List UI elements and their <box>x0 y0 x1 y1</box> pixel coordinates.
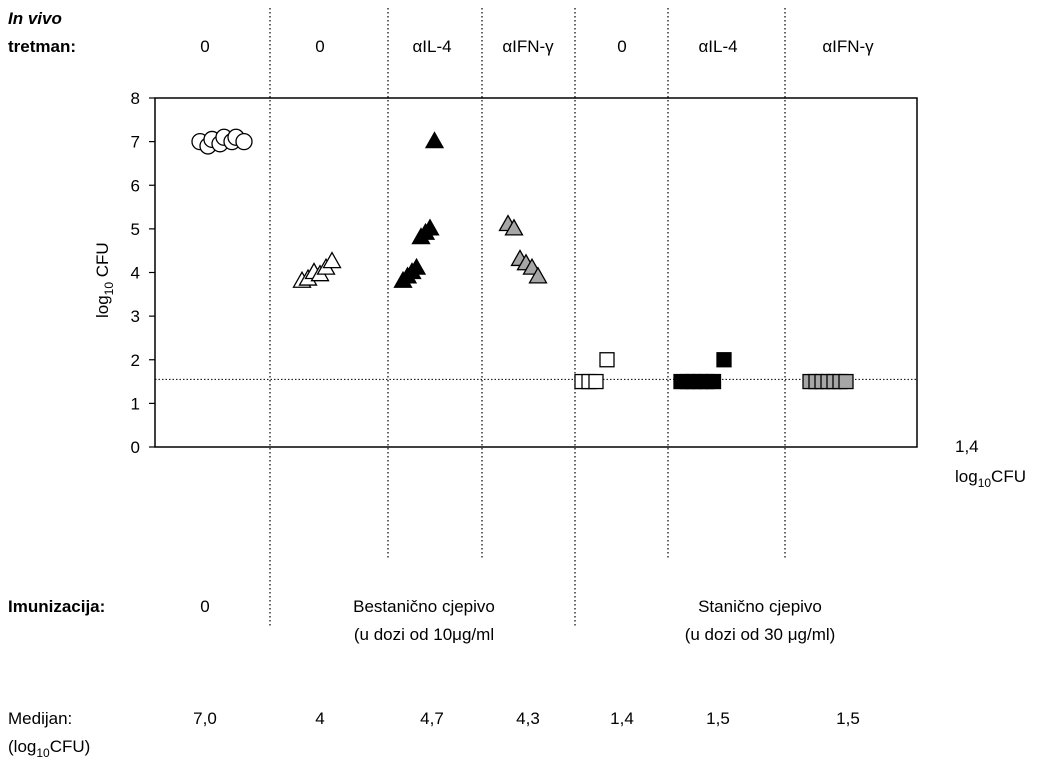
group-separators <box>269 8 786 628</box>
treatment-label: 0 <box>315 37 324 56</box>
median-value: 4 <box>315 709 324 728</box>
median-value: 1,5 <box>706 709 730 728</box>
data-markers <box>191 128 854 390</box>
treatment-header-line1: In vivo <box>8 9 62 28</box>
data-point-circle <box>235 132 253 151</box>
median-value: 4,7 <box>420 709 444 728</box>
treatment-labels: 0 0 αIL-4 αIFN-γ 0 αIL-4 αIFN-γ <box>200 37 874 56</box>
immunization-group-dose: (u dozi od 30 μg/ml) <box>685 625 836 644</box>
y-axis-title: log10 CFU <box>93 242 116 318</box>
detection-limit-label-value: 1,4 <box>955 437 979 456</box>
immunization-labels: 0 Bestanično cjepivo (u dozi od 10μg/ml Sta… <box>200 597 835 644</box>
y-tick-label: 6 <box>131 176 140 195</box>
treatment-label: 0 <box>617 37 626 56</box>
immunization-group-dose: (u dozi od 10μg/ml <box>354 625 494 644</box>
immunization-header: Imunizacija: <box>8 597 105 616</box>
y-tick-label: 4 <box>131 264 140 283</box>
immunization-group-label: 0 <box>200 597 209 616</box>
data-point-square <box>716 352 732 368</box>
median-values: 7,0 4 4,7 4,3 1,4 1,5 1,5 <box>193 709 860 728</box>
treatment-label: αIL-4 <box>698 37 737 56</box>
treatment-label: 0 <box>200 37 209 56</box>
detection-limit-label-unit: log10CFU <box>955 467 1026 490</box>
median-header-line2: (log10CFU) <box>8 737 90 760</box>
y-tick-label: 2 <box>131 351 140 370</box>
median-value: 1,4 <box>610 709 634 728</box>
treatment-label: αIFN-γ <box>502 37 554 56</box>
data-point-triangle <box>420 218 440 236</box>
treatment-label: αIFN-γ <box>822 37 874 56</box>
median-header-line1: Medijan: <box>8 709 72 728</box>
data-point-square <box>599 352 615 368</box>
immunization-group-label: Stanično cjepivo <box>698 597 822 616</box>
y-tick-label: 0 <box>131 438 140 457</box>
data-point-square <box>838 373 854 390</box>
median-value: 7,0 <box>193 709 217 728</box>
data-point-triangle <box>424 131 445 149</box>
immunization-group-label: Bestanično cjepivo <box>353 597 495 616</box>
data-point-triangle <box>528 266 548 284</box>
data-point-triangle <box>504 218 524 236</box>
y-tick-label: 1 <box>131 394 140 413</box>
y-tick-label: 5 <box>131 220 140 239</box>
median-value: 4,3 <box>516 709 540 728</box>
data-point-square <box>705 373 722 390</box>
y-axis: 0 1 2 3 4 5 6 7 8 <box>131 89 155 457</box>
data-point-triangle <box>406 257 427 275</box>
median-value: 1,5 <box>836 709 860 728</box>
treatment-header-line2: tretman: <box>8 37 76 56</box>
data-point-square <box>588 373 604 390</box>
data-point-triangle <box>322 251 342 269</box>
y-tick-label: 8 <box>131 89 140 108</box>
y-tick-label: 7 <box>131 133 140 152</box>
treatment-label: αIL-4 <box>412 37 451 56</box>
y-tick-label: 3 <box>131 307 140 326</box>
